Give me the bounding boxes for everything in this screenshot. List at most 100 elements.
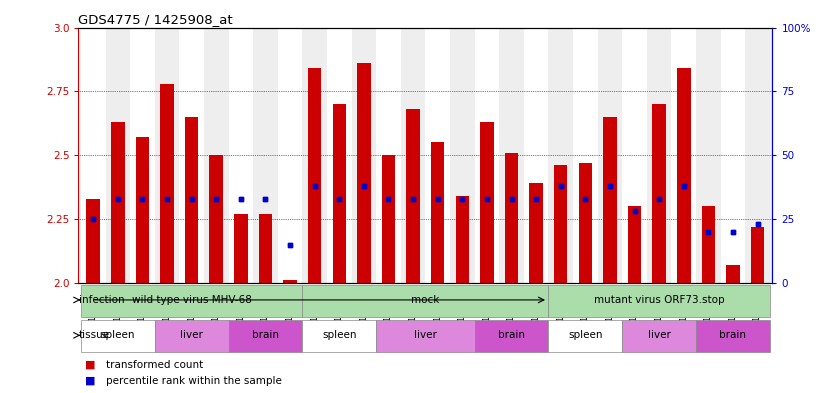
Bar: [259, 214, 273, 283]
Text: percentile rank within the sample: percentile rank within the sample: [107, 376, 282, 386]
Point: [87, 216, 100, 222]
Point: [406, 195, 420, 202]
Bar: [302, 285, 548, 317]
Text: GDS4775 / 1425908_at: GDS4775 / 1425908_at: [78, 13, 233, 26]
Bar: [278, 28, 302, 283]
Point: [480, 195, 493, 202]
Point: [358, 183, 371, 189]
Point: [628, 208, 641, 215]
Text: brain: brain: [719, 330, 747, 340]
Bar: [622, 28, 647, 283]
Bar: [653, 104, 666, 283]
Bar: [677, 68, 691, 283]
Bar: [578, 163, 592, 283]
Bar: [154, 28, 179, 283]
Bar: [253, 28, 278, 283]
Bar: [333, 104, 346, 283]
Point: [579, 195, 592, 202]
Point: [603, 183, 616, 189]
Bar: [185, 117, 198, 283]
Point: [726, 229, 739, 235]
Bar: [701, 206, 715, 283]
Bar: [647, 28, 672, 283]
Bar: [352, 28, 376, 283]
Bar: [179, 28, 204, 283]
Text: spleen: spleen: [101, 330, 135, 340]
Point: [751, 221, 764, 227]
Bar: [160, 84, 173, 283]
Bar: [106, 28, 131, 283]
Point: [185, 195, 198, 202]
Text: mock: mock: [411, 295, 439, 305]
Point: [702, 229, 715, 235]
Bar: [622, 320, 696, 352]
Bar: [751, 227, 764, 283]
Text: liver: liver: [414, 330, 437, 340]
Bar: [726, 265, 740, 283]
Text: infection: infection: [79, 295, 125, 305]
Bar: [87, 198, 100, 283]
Bar: [382, 155, 396, 283]
Bar: [111, 122, 125, 283]
Bar: [135, 138, 150, 283]
Bar: [598, 28, 622, 283]
Point: [160, 195, 173, 202]
Bar: [548, 320, 622, 352]
Text: spleen: spleen: [568, 330, 603, 340]
Point: [259, 195, 272, 202]
Bar: [154, 320, 229, 352]
Bar: [672, 28, 696, 283]
Text: transformed count: transformed count: [107, 360, 203, 370]
Point: [456, 195, 469, 202]
Bar: [726, 265, 740, 283]
Text: spleen: spleen: [322, 330, 357, 340]
Point: [653, 195, 666, 202]
Bar: [87, 198, 100, 283]
Bar: [529, 183, 543, 283]
Point: [726, 229, 739, 235]
Point: [554, 183, 567, 189]
Bar: [210, 155, 223, 283]
Bar: [302, 28, 327, 283]
Text: ■: ■: [85, 376, 96, 386]
Point: [505, 195, 518, 202]
Point: [382, 195, 395, 202]
Bar: [450, 28, 475, 283]
Bar: [554, 165, 567, 283]
Point: [235, 195, 248, 202]
Point: [210, 195, 223, 202]
Point: [406, 195, 420, 202]
Bar: [505, 153, 518, 283]
Point: [87, 216, 100, 222]
Point: [185, 195, 198, 202]
Bar: [548, 285, 770, 317]
Point: [235, 195, 248, 202]
Bar: [475, 320, 548, 352]
Bar: [524, 28, 548, 283]
Point: [112, 195, 125, 202]
Point: [210, 195, 223, 202]
Bar: [308, 68, 321, 283]
Bar: [204, 28, 229, 283]
Point: [480, 195, 493, 202]
Bar: [333, 104, 346, 283]
Bar: [475, 28, 499, 283]
Bar: [603, 117, 617, 283]
Point: [358, 183, 371, 189]
Point: [653, 195, 666, 202]
Bar: [455, 196, 469, 283]
Bar: [677, 68, 691, 283]
Point: [283, 241, 297, 248]
Bar: [357, 63, 371, 283]
Bar: [135, 138, 150, 283]
Point: [677, 183, 691, 189]
Text: ■: ■: [85, 360, 96, 370]
Bar: [382, 155, 396, 283]
Point: [505, 195, 518, 202]
Point: [382, 195, 395, 202]
Bar: [81, 28, 106, 283]
Point: [135, 195, 149, 202]
Bar: [628, 206, 641, 283]
Point: [456, 195, 469, 202]
Bar: [603, 117, 617, 283]
